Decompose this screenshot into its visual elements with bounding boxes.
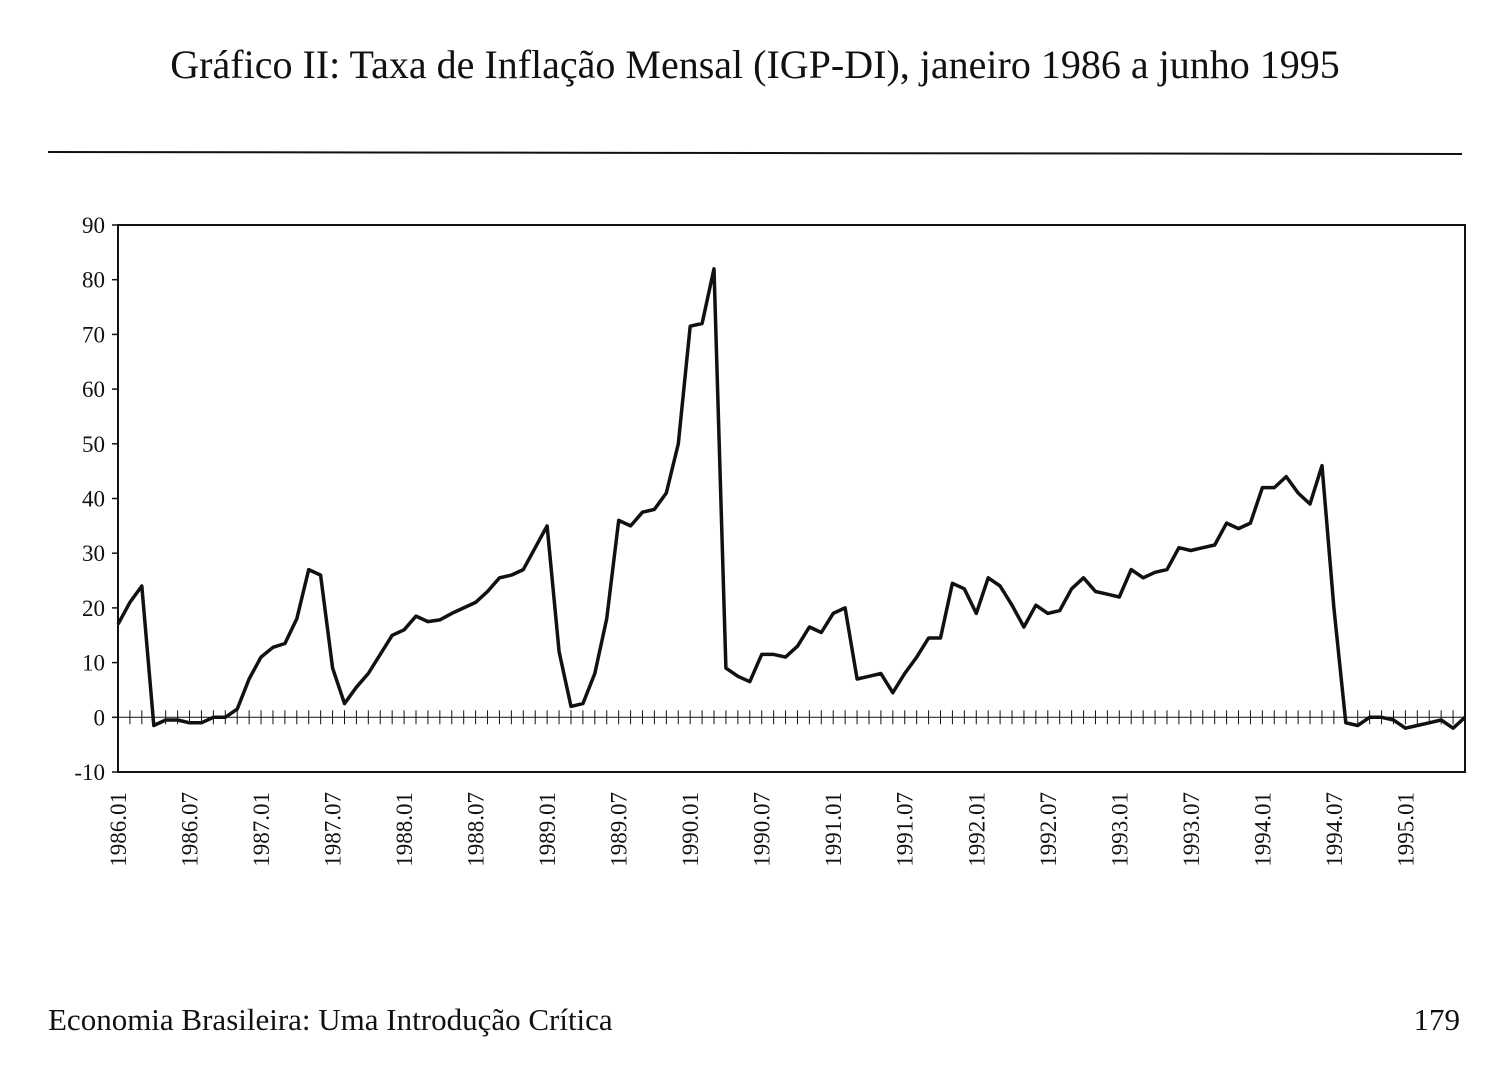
x-tick-label: 1988.07	[464, 792, 489, 867]
x-tick-label: 1987.01	[249, 792, 274, 867]
x-tick-label: 1986.01	[106, 792, 131, 867]
x-tick-label: 1994.07	[1322, 792, 1347, 867]
title-rule	[47, 151, 1463, 155]
x-tick-label: 1986.07	[178, 792, 203, 867]
x-tick-label: 1993.01	[1107, 792, 1132, 867]
y-tick-label: 60	[82, 377, 105, 402]
chart-title: Gráfico II: Taxa de Inflação Mensal (IGP…	[170, 42, 1339, 87]
x-tick-label: 1991.01	[821, 792, 846, 867]
x-tick-label: 1992.01	[964, 792, 989, 867]
x-tick-label: 1993.07	[1179, 792, 1204, 867]
x-tick-label: 1995.01	[1393, 792, 1418, 867]
x-tick-label: 1994.01	[1250, 792, 1275, 867]
y-tick-label: 50	[82, 432, 105, 457]
series-line	[116, 267, 1467, 730]
plot-frame	[117, 224, 1466, 773]
y-tick-label: 40	[82, 487, 105, 512]
x-tick-label: 1990.07	[750, 792, 775, 867]
footer-book: Economia Brasileira: Uma Introdução Crít…	[48, 1002, 613, 1037]
footer-page: 179	[1414, 1002, 1461, 1037]
y-tick-label: 0	[94, 705, 106, 730]
x-tick-label: 1990.01	[678, 792, 703, 867]
y-tick-label: 80	[82, 268, 105, 293]
x-tick-label: 1988.01	[392, 792, 417, 867]
y-tick-label: 70	[82, 322, 105, 347]
y-tick-label: 30	[82, 541, 105, 566]
y-tick-label: -10	[74, 760, 105, 785]
x-tick-label: 1989.07	[607, 792, 632, 867]
x-tick-label: 1992.07	[1036, 792, 1061, 867]
x-tick-label: 1989.01	[535, 792, 560, 867]
y-tick-label: 10	[82, 651, 105, 676]
x-tick-label: 1987.07	[321, 792, 346, 867]
y-tick-label: 90	[82, 213, 105, 238]
x-tick-label: 1991.07	[893, 792, 918, 867]
y-tick-label: 20	[82, 596, 105, 621]
